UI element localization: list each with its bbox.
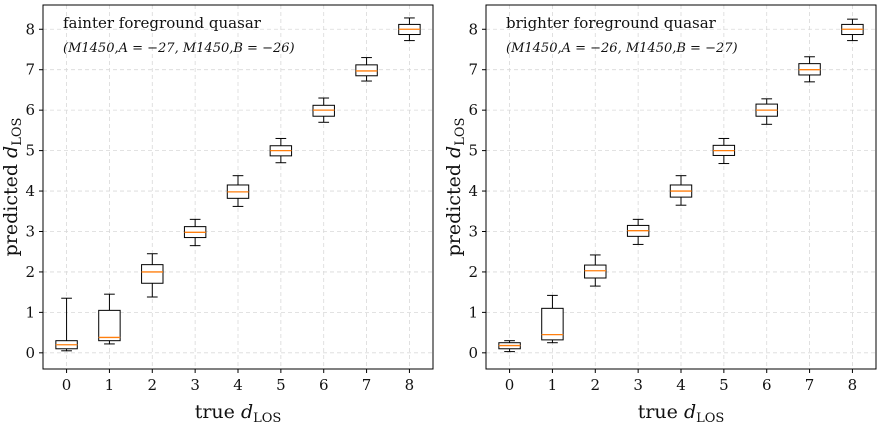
x-tick-label: 6 (762, 376, 772, 394)
y-tick-label: 2 (25, 263, 35, 281)
x-tick-label: 4 (676, 376, 686, 394)
box-7 (798, 56, 821, 83)
x-tick-label: 3 (190, 376, 200, 394)
box-5 (269, 137, 293, 164)
y-tick-label: 4 (468, 182, 478, 200)
x-axis-label-subscript: LOS (696, 411, 724, 426)
y-axis-label-symbol: d (443, 146, 465, 158)
y-tick-label: 3 (468, 222, 478, 240)
box-0 (498, 340, 521, 353)
y-tick-label: 5 (25, 142, 35, 160)
box-4 (669, 175, 693, 206)
y-axis-label: predicted dLOS (0, 118, 25, 257)
y-tick-label: 8 (25, 20, 35, 38)
y-tick-label: 1 (25, 303, 35, 321)
y-axis-label: predicted dLOS (443, 118, 468, 257)
box-4 (226, 175, 250, 207)
x-tick-label: 3 (633, 376, 643, 394)
box-8 (841, 18, 864, 42)
y-axis-label-symbol: d (0, 146, 22, 158)
y-tick-label: 5 (468, 142, 478, 160)
x-tick-label: 6 (319, 376, 329, 394)
box-0 (55, 297, 78, 352)
x-tick-label: 1 (105, 376, 115, 394)
y-tick-label: 7 (25, 61, 35, 79)
box-iqr (141, 264, 164, 284)
y-tick-label: 3 (25, 222, 35, 240)
x-tick-label: 0 (62, 376, 72, 394)
box-iqr (584, 264, 607, 279)
x-axis-label-symbol: d (684, 401, 696, 423)
y-axis-label-text: predicted (443, 158, 465, 256)
annotation-title: brighter foreground quasar (506, 14, 717, 32)
x-axis-label-text: true (638, 401, 684, 423)
annotation-subtitle: (M1450,A = −27, M1450,B = −26) (63, 41, 295, 56)
box-3 (183, 218, 207, 247)
y-axis-label-subscript: LOS (453, 118, 468, 146)
box-3 (626, 218, 650, 245)
x-tick-label: 5 (276, 376, 286, 394)
y-tick-label: 6 (468, 101, 478, 119)
x-tick-label: 4 (233, 376, 243, 394)
box-8 (398, 17, 421, 42)
box-iqr (98, 309, 121, 342)
box-2 (584, 254, 607, 287)
x-tick-label: 8 (848, 376, 858, 394)
x-tick-label: 7 (805, 376, 815, 394)
x-axis-label: true dLOS (195, 401, 282, 426)
annotation-title: fainter foreground quasar (63, 14, 262, 32)
box-6 (755, 98, 778, 125)
y-tick-label: 7 (468, 61, 478, 79)
x-tick-label: 2 (148, 376, 158, 394)
box-1 (541, 294, 564, 344)
y-axis-label-subscript: LOS (10, 118, 25, 146)
y-tick-label: 2 (468, 263, 478, 281)
y-tick-label: 0 (25, 344, 35, 362)
box-5 (712, 137, 736, 165)
box-1 (98, 293, 121, 345)
x-axis-label-symbol: d (241, 401, 253, 423)
box-7 (355, 57, 378, 82)
y-axis-label-text: predicted (0, 158, 22, 256)
y-tick-label: 0 (468, 344, 478, 362)
x-tick-label: 5 (719, 376, 729, 394)
x-axis-label-subscript: LOS (253, 411, 281, 426)
box-6 (312, 97, 335, 123)
y-tick-label: 1 (468, 303, 478, 321)
y-tick-label: 8 (468, 20, 478, 38)
annotation-subtitle: (M1450,A = −26, M1450,B = −27) (506, 41, 738, 56)
y-tick-label: 4 (25, 182, 35, 200)
x-axis-label: true dLOS (638, 401, 725, 426)
y-tick-label: 6 (25, 101, 35, 119)
x-tick-label: 0 (505, 376, 515, 394)
box-2 (141, 253, 164, 298)
box-iqr (541, 307, 564, 341)
x-axis-label-text: true (195, 401, 241, 423)
x-tick-label: 1 (548, 376, 558, 394)
x-tick-label: 2 (591, 376, 601, 394)
x-tick-label: 8 (405, 376, 415, 394)
x-tick-label: 7 (362, 376, 372, 394)
